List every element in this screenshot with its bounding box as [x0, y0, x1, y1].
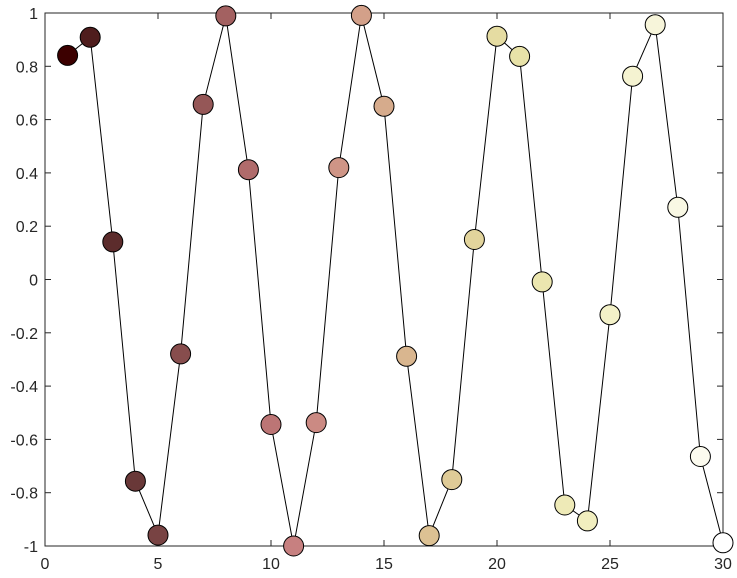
- data-point: [57, 44, 79, 66]
- data-point: [373, 95, 395, 117]
- data-point: [441, 469, 463, 491]
- x-tick-label: 5: [154, 556, 163, 573]
- data-point: [486, 25, 508, 47]
- y-tick-label: 0.6: [16, 113, 38, 130]
- data-point: [260, 414, 282, 435]
- y-tick-label: -0.2: [10, 326, 38, 343]
- data-point: [554, 494, 576, 516]
- y-tick-label: -1: [24, 539, 38, 556]
- data-point: [463, 229, 485, 250]
- x-tick-label: 25: [601, 556, 619, 573]
- y-tick-label: 0: [29, 273, 38, 290]
- y-tick-label: 0.4: [16, 166, 38, 183]
- plot-area: [44, 12, 724, 547]
- data-point: [283, 535, 305, 557]
- data-point: [124, 470, 146, 492]
- y-tick-label: 0.2: [16, 219, 38, 236]
- x-tick-label: 15: [375, 556, 393, 573]
- data-point: [644, 14, 666, 36]
- data-point: [102, 231, 124, 253]
- series-line: [67, 15, 724, 547]
- data-point: [170, 343, 192, 365]
- data-point: [531, 271, 553, 293]
- data-point: [622, 65, 644, 87]
- data-point: [328, 157, 350, 179]
- data-point: [237, 159, 259, 181]
- series-markers: [57, 4, 734, 557]
- y-tick-label: 0.8: [16, 59, 38, 76]
- data-point: [418, 525, 440, 547]
- data-point: [599, 304, 621, 326]
- data-point: [576, 510, 598, 532]
- data-point: [215, 5, 237, 27]
- y-axis-tick-labels: 1 0.8 0.6 0.4 0.2 0 -0.2 -0.4 -0.6 -0.8 -1: [10, 6, 38, 556]
- x-tick-label: 30: [714, 556, 732, 573]
- data-point: [192, 93, 214, 115]
- data-point: [147, 524, 169, 546]
- y-tick-label: -0.6: [10, 432, 38, 449]
- data-point: [350, 4, 372, 26]
- y-tick-label: -0.8: [10, 486, 38, 503]
- y-tick-label: -0.4: [10, 379, 38, 396]
- data-point: [667, 196, 689, 218]
- y-tick-label: 1: [29, 6, 38, 23]
- data-point: [305, 412, 327, 434]
- x-tick-label: 0: [41, 556, 50, 573]
- data-point: [79, 26, 101, 48]
- data-point: [689, 446, 711, 467]
- data-point: [712, 532, 734, 554]
- data-point: [396, 345, 418, 367]
- x-tick-label: 20: [488, 556, 506, 573]
- data-point: [509, 45, 531, 67]
- x-axis-tick-labels: 0 5 10 15 20 25 30: [41, 556, 732, 573]
- x-tick-label: 10: [262, 556, 280, 573]
